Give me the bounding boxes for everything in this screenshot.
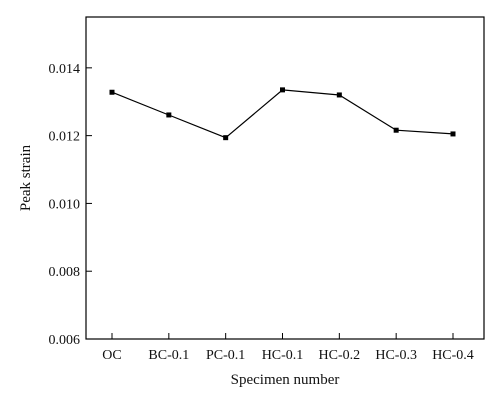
data-point <box>280 87 285 93</box>
x-tick-label: HC-0.4 <box>432 348 474 363</box>
series-layer <box>109 87 456 141</box>
y-tick-label: 0.012 <box>49 130 81 145</box>
x-tick-label: PC-0.1 <box>206 348 245 363</box>
y-tick-label: 0.006 <box>49 333 81 348</box>
x-tick-label: HC-0.3 <box>375 348 417 363</box>
y-tick-label: 0.010 <box>49 197 81 212</box>
data-point <box>450 131 456 137</box>
x-tick-label: HC-0.2 <box>319 348 361 363</box>
data-point <box>109 89 115 95</box>
y-axis-title: Peak strain <box>18 144 34 211</box>
y-axis: 0.006 0.008 0.010 0.012 0.014 <box>49 62 92 348</box>
series-line <box>111 89 454 139</box>
data-point <box>223 135 229 141</box>
y-tick-label: 0.008 <box>49 265 81 280</box>
plot-frame <box>85 16 485 340</box>
data-point <box>166 112 172 118</box>
y-tick-label: 0.014 <box>49 62 81 77</box>
data-point <box>336 92 342 98</box>
x-axis-title: Specimen number <box>231 372 340 388</box>
x-tick-label: BC-0.1 <box>148 348 189 363</box>
data-point <box>393 127 399 133</box>
x-tick-label: OC <box>102 348 121 363</box>
x-tick-label: HC-0.1 <box>262 348 304 363</box>
x-axis: OC BC-0.1 PC-0.1 HC-0.1 HC-0.2 HC-0.3 HC-0.4 <box>102 333 474 363</box>
